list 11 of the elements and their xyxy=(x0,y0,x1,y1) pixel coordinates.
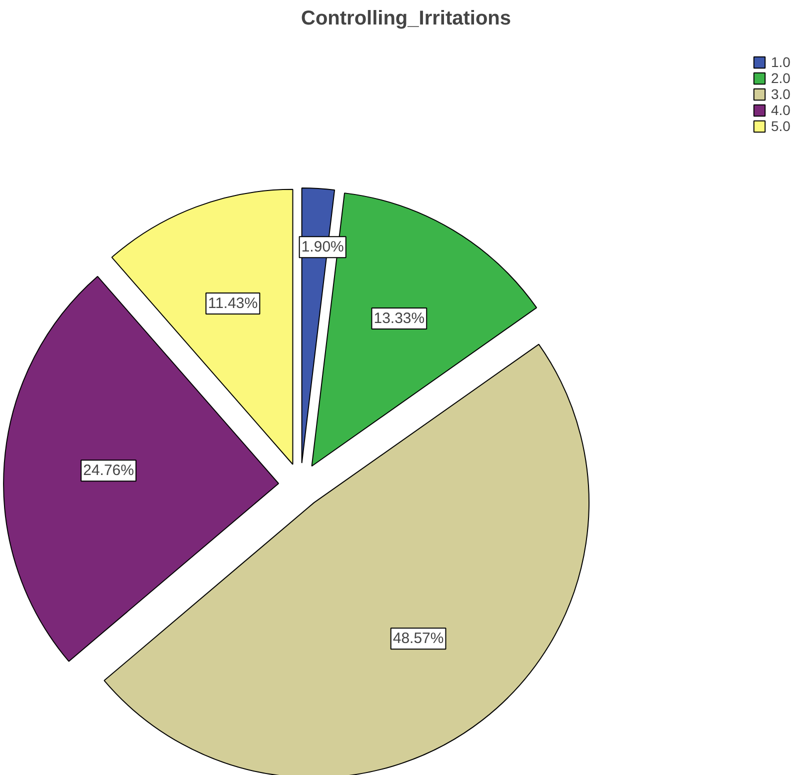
data-label: 13.33% xyxy=(374,310,425,328)
legend-label: 2.0 xyxy=(771,70,791,86)
data-label: 11.43% xyxy=(208,294,258,312)
legend-label: 5.0 xyxy=(771,118,791,134)
chart-title: Controlling_Irritations xyxy=(301,8,511,30)
legend-label: 1.0 xyxy=(771,54,791,70)
data-label: 1.90% xyxy=(301,238,344,256)
legend-label: 3.0 xyxy=(771,86,791,102)
legend-label: 4.0 xyxy=(771,102,791,118)
data-label: 48.57% xyxy=(392,630,444,648)
data-label: 24.76% xyxy=(83,462,134,480)
